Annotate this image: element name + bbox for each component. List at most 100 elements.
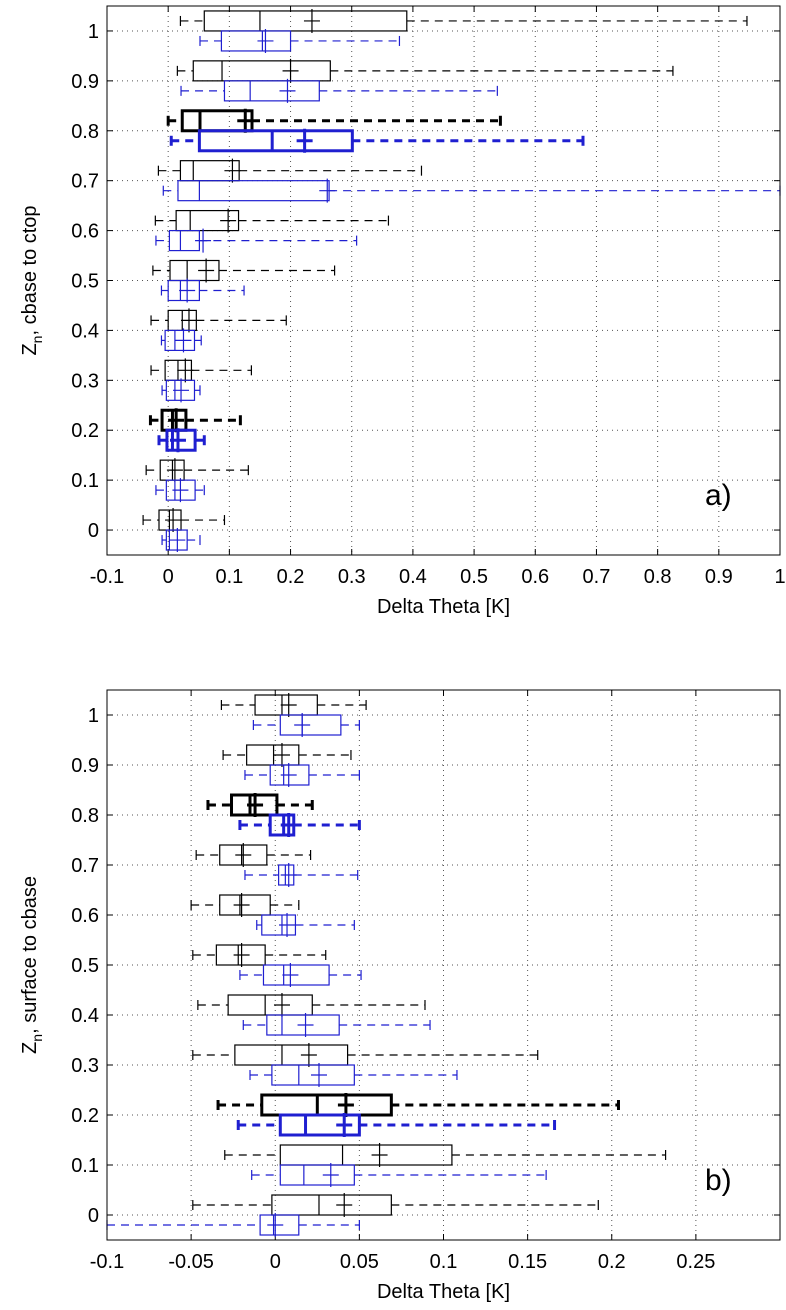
box-group [190,893,300,917]
y-axis-label: Zn, cbase to ctop [19,205,45,355]
box-group [160,278,245,303]
mean-marker [198,258,215,283]
y-axis-label: Zn, surface to cbase [19,876,45,1054]
mean-marker [172,478,189,503]
x-axis-label: Delta Theta [K] [377,596,510,618]
box [165,529,188,551]
x-tick-label: 0 [163,566,174,588]
box [261,914,297,936]
y-tick-label: 0 [88,1205,99,1227]
mean-marker [280,763,297,787]
y-tick-label: 0.6 [71,905,99,927]
y-tick-label: 0.6 [71,221,99,243]
y-label-part: Z [19,343,41,355]
mean-marker [220,208,237,233]
box-group [162,178,781,203]
box [165,379,196,401]
y-tick-label: 1 [88,705,99,727]
box-group [157,428,206,453]
box-group [195,843,312,867]
box-group [251,1163,547,1187]
x-tick-label: 0.1 [430,1251,458,1273]
box-group [244,863,359,887]
box [279,714,342,736]
mean-marker [337,1093,354,1117]
mean-marker [180,308,197,333]
mean-marker [166,458,183,483]
box-group [150,358,252,383]
box-group [199,28,401,53]
y-tick-label: 0.7 [71,171,99,193]
x-tick-label: -0.1 [90,566,124,588]
box-group [161,528,201,553]
box-group [169,128,585,153]
mean-marker [280,863,297,887]
y-tick-label: 0.9 [71,71,99,93]
mean-marker [224,158,241,183]
box-group [197,993,426,1017]
box [215,944,266,966]
mean-marker [195,228,212,253]
y-tick-label: 0.1 [71,1155,99,1177]
y-label-sub: n [29,1034,45,1042]
y-tick-label: 0.4 [71,320,99,342]
box-group [157,158,423,183]
y-tick-label: 0 [88,520,99,542]
box [271,1064,355,1086]
box-group [244,763,360,787]
y-tick-label: 0.3 [71,370,99,392]
x-tick-label: 0.7 [583,566,611,588]
box [197,129,354,153]
mean-marker [297,1013,314,1037]
mean-marker [179,278,196,303]
mean-marker [165,508,182,533]
mean-marker [310,1063,327,1087]
mean-marker [247,793,264,817]
mean-marker [279,78,296,103]
mean-marker [336,1113,353,1137]
x-tick-label: 0.25 [676,1251,715,1273]
box-group [239,963,362,987]
box-group [155,478,205,503]
x-tick-label: -0.1 [90,1251,124,1273]
y-label-part: Z [19,1042,41,1054]
box [269,764,310,786]
x-tick-label: 0.05 [340,1251,379,1273]
plot-frame [106,689,781,1241]
mean-marker [169,528,186,553]
box-group [142,508,226,533]
y-tick-label: 0.4 [71,1005,99,1027]
mean-marker [279,913,296,937]
box-group [179,8,748,33]
box [223,80,320,102]
box-group [192,943,327,967]
box [164,329,196,352]
box-group [252,713,360,737]
box-group [224,1143,667,1167]
mean-marker [319,178,336,203]
mean-marker [233,893,250,917]
mean-marker [296,128,313,153]
x-tick-label: 0.5 [460,566,488,588]
y-tick-label: 0.8 [71,121,99,143]
box-group [154,208,390,233]
mean-marker [273,993,290,1017]
box [203,10,408,32]
box-group [180,78,498,103]
y-tick-label: 0.5 [71,271,99,293]
box-group [256,913,355,937]
box [167,279,200,302]
panel-annotation: a) [705,479,732,512]
y-tick-label: 0.9 [71,755,99,777]
y-tick-label: 0.5 [71,955,99,977]
mean-marker [282,58,299,83]
mean-marker [173,378,190,403]
box [271,1194,392,1216]
y-tick-label: 0.2 [71,420,99,442]
box-group [206,793,314,817]
y-label-part: , cbase to ctop [19,205,41,335]
x-tick-label: 0.15 [508,1251,547,1273]
x-axis-label: Delta Theta [K] [377,1281,510,1303]
box [279,1144,453,1166]
